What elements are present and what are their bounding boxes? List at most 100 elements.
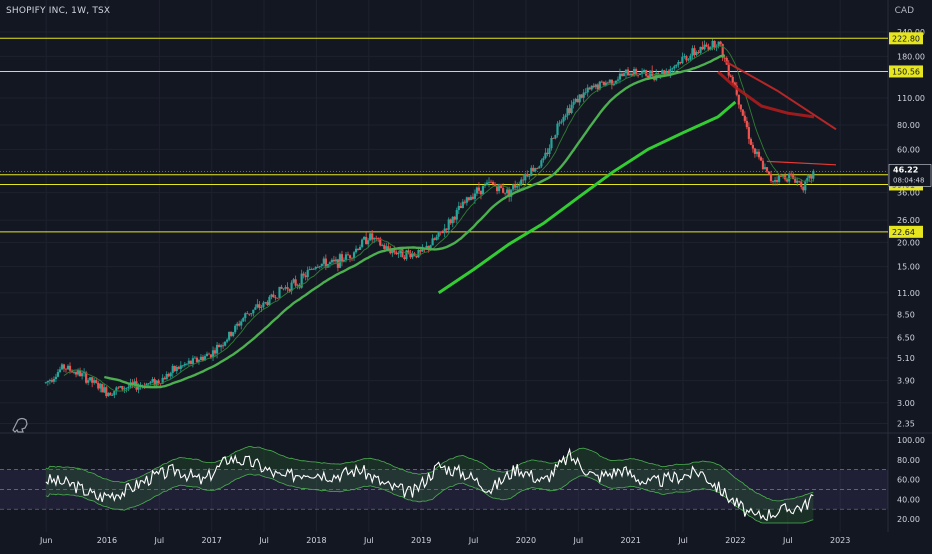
candle-body [437,231,440,237]
candle-body [215,344,219,354]
candle-body [727,64,730,76]
candle-body [741,109,744,116]
candle-body [689,55,692,60]
candle-body [588,87,591,90]
candle-body [280,286,283,289]
candle-body [373,237,376,240]
candle-body [383,245,386,249]
candle-body [171,365,174,373]
candle-body [56,372,60,377]
moving-averages [63,45,837,392]
level-tag [889,225,923,238]
candle-body [254,307,257,310]
candle-body [342,259,346,262]
y-tick-label: 6.50 [897,333,915,342]
candle-body [763,167,767,170]
rsi-tick-label: 80.00 [897,456,920,465]
x-tick-label: 2017 [202,536,222,545]
candle-body [649,70,652,78]
y-tick-label: 26.00 [897,216,920,225]
candle-body [685,56,688,61]
candle-body [435,236,438,240]
candle-body [433,238,436,240]
candle-body [798,180,801,182]
candle-body [596,84,599,90]
candle-body [197,360,201,362]
candle-body [526,174,529,177]
candle-body [636,74,640,76]
candle-body [647,75,650,78]
candle-body [292,279,295,283]
x-tick-label: Jun [39,536,53,545]
candle-body [64,368,68,370]
candle-body [520,179,523,186]
candle-body [165,373,168,380]
candle-body [248,313,251,315]
candle-body [431,238,434,246]
candle-body [723,57,726,59]
candle-body [179,365,182,369]
candle-body [514,184,517,188]
candle-body [147,383,150,385]
candle-body [304,275,307,278]
candle-body [495,186,499,192]
candle-body [409,252,412,258]
candle-body [419,249,422,252]
candle-body [560,121,563,123]
candle-body [784,175,787,180]
candle-body [133,381,136,385]
candle-body [630,73,634,76]
candle-body [479,190,483,195]
candle-body [44,382,47,384]
x-tick-label: 2023 [830,536,850,545]
candle-body [707,46,710,50]
rsi-line [45,447,814,522]
candle-body [286,287,289,290]
candle-body [796,180,799,183]
candle-body [177,366,180,369]
candle-body [115,387,118,392]
candle-body [612,84,616,86]
candle-body [516,185,519,188]
candle-body [641,71,644,75]
ma-200-line [437,100,737,295]
candle-body [264,302,267,303]
candle-body [60,364,64,370]
rsi-lower-band [45,473,814,524]
candle-body [109,392,112,396]
candle-body [638,74,642,75]
candle-body [622,73,626,77]
candle-body [268,296,271,306]
candle-body [528,175,531,177]
level-tag [889,32,923,45]
candle-body [441,232,444,234]
x-tick-label: Jul [782,536,793,545]
candle-body [222,345,225,347]
candle-body [81,373,84,377]
candle-body [568,108,571,114]
y-tick-label: 36.00 [897,189,920,198]
candle-body [91,377,94,383]
candle-body [582,92,585,98]
candle-body [211,350,215,358]
candle-body [70,370,74,373]
candle-body [157,380,160,384]
candle-body [72,372,76,373]
candle-body [336,259,340,268]
candle-body [552,138,555,139]
candle-body [407,250,410,253]
level-value: 22.64 [892,228,915,237]
candle-body [616,79,620,81]
candle-body [314,266,317,269]
candle-body [602,81,605,86]
candle-body [506,189,509,194]
candle-body [379,238,382,246]
candle-body [775,180,779,182]
ma-red-line [717,70,815,119]
candle-body [272,294,275,298]
candle-body [661,70,664,75]
candle-body [810,174,813,179]
candle-body [743,115,746,121]
candle-body [258,304,261,308]
